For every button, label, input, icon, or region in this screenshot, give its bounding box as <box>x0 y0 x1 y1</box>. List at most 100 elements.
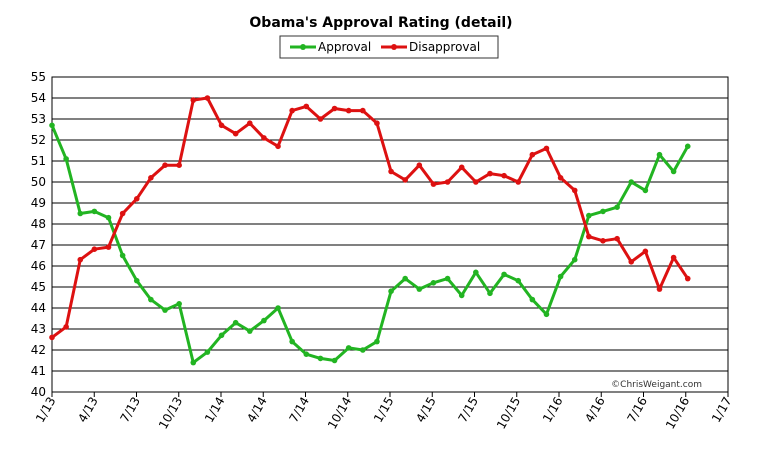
y-tick-label: 50 <box>31 175 46 189</box>
y-axis-ticks: 40 41 42 43 44 45 46 47 48 49 50 51 52 53 54 55 <box>31 70 46 399</box>
data-point-approval <box>642 187 649 194</box>
data-point-approval <box>232 319 239 326</box>
data-point-disapproval <box>586 233 592 240</box>
data-point-disapproval <box>501 172 507 179</box>
data-point-approval <box>374 338 380 345</box>
data-point-approval <box>656 151 663 158</box>
data-point-disapproval <box>388 168 394 175</box>
data-point-disapproval <box>261 135 267 141</box>
data-point-disapproval <box>275 143 281 150</box>
data-point-approval <box>63 156 69 162</box>
data-point-disapproval <box>628 259 635 265</box>
data-point-disapproval <box>49 334 55 341</box>
gridlines <box>52 76 728 393</box>
x-tick-label: 1/16 <box>540 395 566 425</box>
x-tick-label: 4/13 <box>75 395 101 425</box>
data-point-approval <box>628 179 635 185</box>
y-tick-label: 47 <box>31 238 46 252</box>
data-point-disapproval <box>473 179 479 185</box>
data-point-approval <box>204 349 211 355</box>
data-point-approval <box>402 275 408 282</box>
data-point-approval <box>600 208 606 215</box>
data-point-disapproval <box>458 164 465 171</box>
data-point-disapproval <box>600 238 606 244</box>
data-point-disapproval <box>402 177 408 183</box>
data-point-approval <box>275 305 281 311</box>
data-point-disapproval <box>162 162 168 168</box>
data-point-disapproval <box>515 179 522 185</box>
data-point-approval <box>487 290 493 297</box>
data-point-disapproval <box>374 120 380 126</box>
data-point-disapproval <box>204 95 211 101</box>
x-tick-label: 4/14 <box>244 395 270 425</box>
data-point-disapproval <box>543 145 550 152</box>
legend-item-disapproval: Disapproval <box>381 40 480 54</box>
x-tick-label: 4/16 <box>582 395 608 425</box>
x-tick-label: 7/14 <box>286 395 312 425</box>
x-tick-label: 4/15 <box>413 395 439 425</box>
series-line-approval <box>50 124 690 365</box>
y-tick-label: 43 <box>31 322 46 336</box>
data-point-approval <box>162 307 168 313</box>
x-tick-label: 10/15 <box>494 395 523 432</box>
data-point-approval <box>77 210 84 217</box>
data-point-approval <box>148 296 154 303</box>
y-tick-label: 49 <box>31 196 46 210</box>
data-point-approval <box>473 269 479 276</box>
data-point-approval <box>360 347 366 353</box>
series-layer <box>49 95 691 366</box>
x-tick-label: 10/16 <box>663 395 692 432</box>
data-point-approval <box>246 328 253 334</box>
legend-approval-marker <box>300 44 306 50</box>
data-point-approval <box>515 277 522 284</box>
data-point-disapproval <box>345 107 352 114</box>
data-point-disapproval <box>614 235 620 242</box>
y-tick-label: 48 <box>31 217 46 231</box>
data-point-approval <box>670 168 677 175</box>
x-tick-label: 1/13 <box>33 395 59 425</box>
data-point-approval <box>303 351 310 358</box>
legend-disapproval-marker <box>391 44 397 50</box>
data-point-approval <box>49 122 55 129</box>
y-tick-label: 40 <box>31 385 46 399</box>
data-point-disapproval <box>487 170 493 177</box>
data-point-disapproval <box>642 248 649 255</box>
data-point-approval <box>416 286 423 292</box>
x-tick-label: 1/15 <box>371 395 397 425</box>
data-point-disapproval <box>303 103 310 110</box>
data-point-disapproval <box>331 105 338 112</box>
data-point-disapproval <box>77 256 84 263</box>
x-tick-label: 1/17 <box>709 395 735 425</box>
data-point-approval <box>543 311 550 318</box>
data-point-approval <box>388 288 394 295</box>
data-point-approval <box>529 296 536 303</box>
y-tick-label: 45 <box>31 280 46 294</box>
data-point-approval <box>190 359 197 366</box>
data-point-disapproval <box>176 162 182 168</box>
credit-text: ©ChrisWeigant.com <box>611 380 702 390</box>
data-point-disapproval <box>91 246 98 252</box>
series-approval <box>49 122 691 366</box>
y-tick-label: 52 <box>31 133 46 147</box>
legend: Approval Disapproval <box>279 35 499 59</box>
data-point-disapproval <box>105 244 112 250</box>
y-tick-label: 51 <box>31 154 46 168</box>
data-point-approval <box>331 357 338 364</box>
y-tick-label: 53 <box>31 112 46 126</box>
x-axis-ticks: 1/13 4/13 7/13 10/13 1/14 4/14 7/14 10/14 1/15 4/… <box>33 392 735 431</box>
y-tick-label: 54 <box>31 91 46 105</box>
data-point-disapproval <box>190 97 197 103</box>
data-point-approval <box>91 208 98 215</box>
data-point-disapproval <box>246 120 253 126</box>
data-point-approval <box>261 317 267 324</box>
data-point-disapproval <box>656 286 663 292</box>
data-point-approval <box>586 212 592 219</box>
x-tick-label: 7/16 <box>624 395 650 425</box>
x-tick-label: 1/14 <box>202 395 228 425</box>
legend-item-approval: Approval <box>290 40 371 54</box>
y-tick-label: 55 <box>31 70 46 84</box>
data-point-disapproval <box>119 210 126 217</box>
data-point-approval <box>176 301 182 307</box>
data-point-disapproval <box>557 175 564 181</box>
data-point-disapproval <box>444 179 451 185</box>
